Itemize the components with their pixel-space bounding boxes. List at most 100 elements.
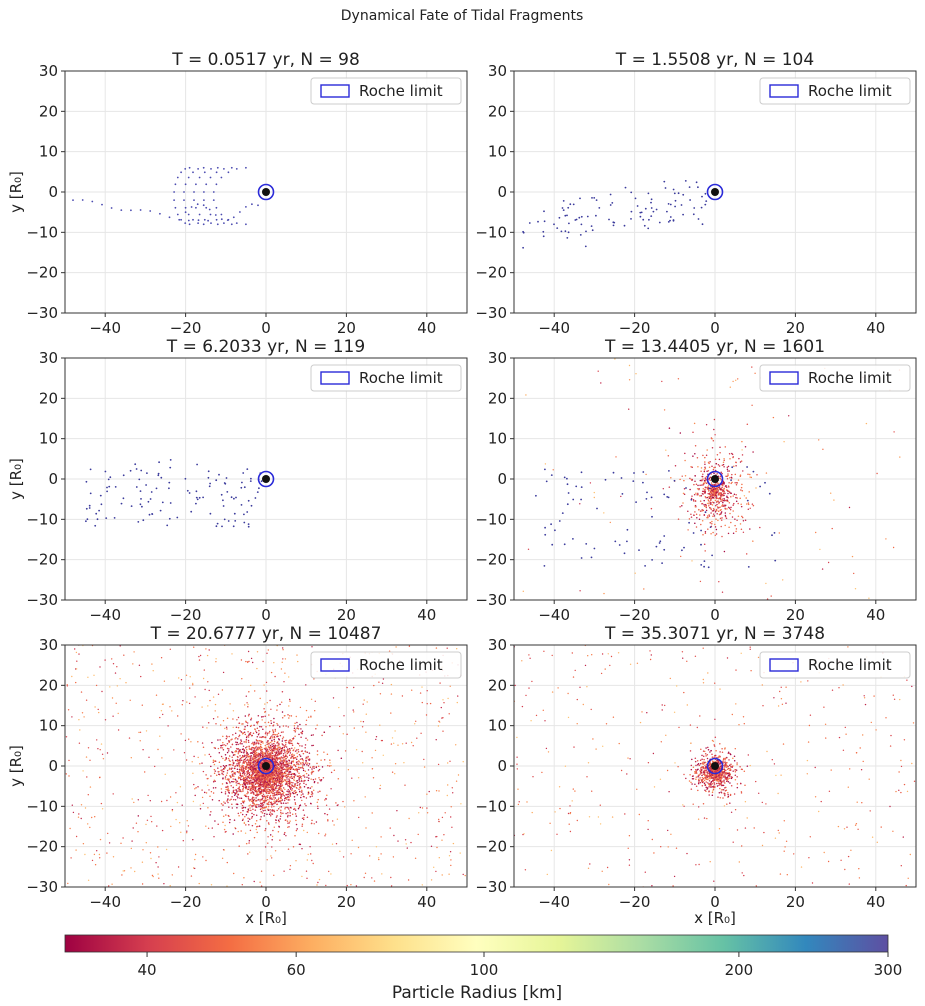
particle-point [558,216,561,219]
particle-point [255,756,257,758]
particle-point [199,804,201,806]
particle-point [247,703,249,706]
particle-point [727,474,729,477]
particle-point [231,653,233,655]
particle-point [703,514,706,517]
particle-point [564,230,567,233]
particle-point [365,731,367,733]
particle-point [317,791,319,793]
particle-point [699,500,702,502]
particle-point [723,459,725,462]
particle-point [260,716,263,718]
particle-point [166,799,168,802]
particle-point [282,787,285,789]
particle-point [706,486,709,488]
particle-point [720,500,722,502]
particle-point [251,805,253,808]
particle-point [286,748,289,750]
particle-point [305,870,308,872]
particle-point [718,501,720,503]
particle-point [690,516,693,518]
particle-point [692,455,694,457]
particle-point [202,802,204,805]
particle-point [137,815,140,817]
particle-point [96,850,98,852]
particle-point [263,684,265,686]
y-tick-label: 10 [488,430,507,448]
particle-point [350,853,352,855]
particle-point [278,788,280,791]
particle-point [677,378,680,380]
particle-point [713,483,715,486]
particle-point [277,732,280,735]
particle-point [585,230,587,233]
particle-point [726,499,729,501]
particle-point [694,500,697,502]
particle-point [273,802,276,804]
particle-point [833,499,835,501]
particle-point [65,736,68,738]
particle-point [235,747,238,750]
particle-point [214,214,217,216]
particle-point [142,849,144,851]
particle-point [715,528,718,531]
particle-point [735,494,737,496]
particle-point [122,870,124,872]
particle-point [252,763,254,766]
particle-point [208,753,211,756]
particle-point [207,681,209,683]
particle-point [194,867,196,870]
particle-point [293,768,296,771]
particle-point [697,466,699,468]
particle-point [208,208,211,211]
particle-point [196,463,199,466]
particle-point [247,817,249,819]
particle-point [202,166,205,169]
particle-point [711,520,713,523]
particle-point [158,856,160,858]
x-tick-label: −40 [89,606,121,624]
particle-point [325,804,328,806]
particle-point [234,780,236,783]
particle-point [281,784,284,786]
particle-point [266,813,268,816]
particle-point [351,777,353,779]
particle-point [273,717,275,720]
particle-point [421,701,423,704]
particle-point [276,705,279,707]
particle-point [259,725,261,728]
particle-point [221,747,224,749]
particle-point [198,655,200,658]
particle-point [296,769,298,772]
particle-point [216,522,219,525]
particle-point [264,721,266,724]
particle-point [704,203,707,206]
particle-point [659,540,662,543]
particle-point [722,482,724,484]
particle-point [186,701,188,703]
particle-point [251,746,253,749]
particle-point [246,782,248,785]
particle-point [251,203,253,206]
particle-point [268,823,270,825]
particle-point [272,749,275,752]
particle-point [194,696,196,698]
particle-point [296,654,298,656]
particle-point [240,803,242,805]
particle-point [287,765,289,768]
particle-point [438,857,440,859]
particle-point [250,817,253,819]
particle-point [628,379,631,381]
particle-point [280,789,282,791]
particle-point [213,746,216,749]
particle-point [268,800,270,803]
particle-point [351,839,353,841]
particle-point [414,857,417,859]
particle-point [261,719,263,721]
particle-point [216,223,219,226]
particle-point [223,168,225,170]
particle-point [735,461,737,464]
particle-point [294,735,296,738]
particle-point [372,777,375,779]
particle-point [352,709,354,711]
